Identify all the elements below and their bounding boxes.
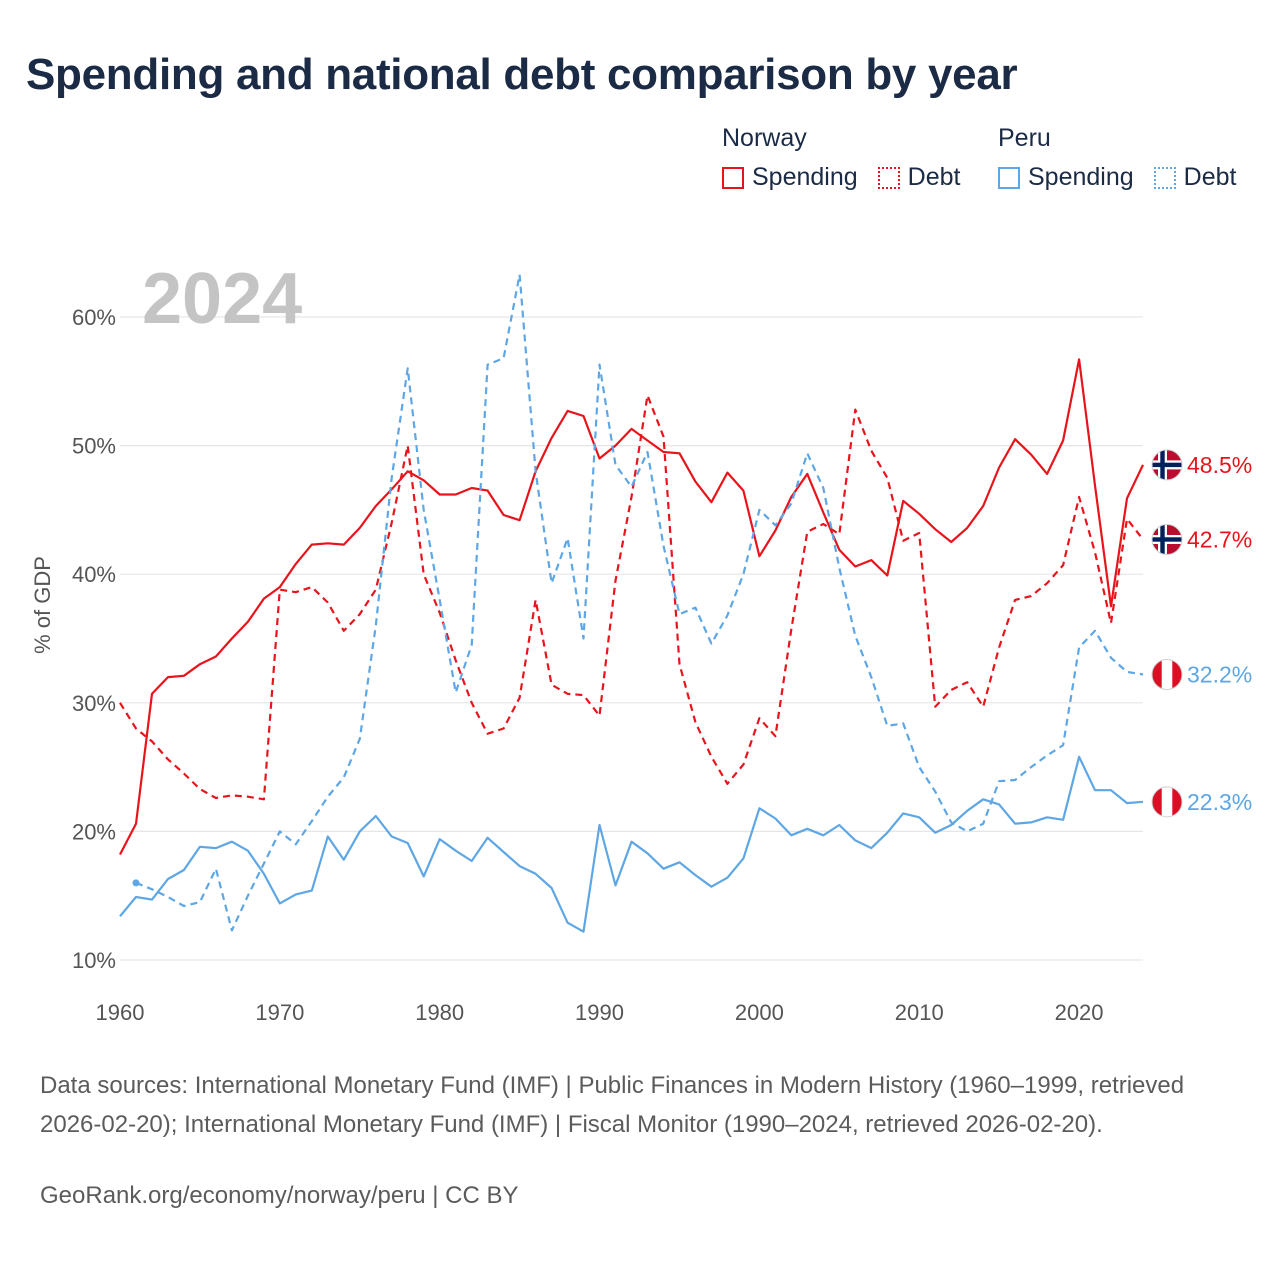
x-tick-label: 1980: [415, 1000, 464, 1025]
end-labels: 48.5% 42.7% 22.3% 32.2%: [1151, 449, 1252, 818]
legend-norway-spending[interactable]: Spending: [722, 163, 858, 192]
legend-country-peru: Peru: [998, 124, 1051, 152]
x-tick-label: 1970: [255, 1000, 304, 1025]
peru-flag-icon: [1151, 786, 1183, 818]
solid-line-swatch-icon: [722, 166, 744, 189]
peru-flag-icon: [1151, 659, 1183, 691]
data-sources: Data sources: International Monetary Fun…: [40, 1072, 1185, 1138]
dotted-line-swatch-icon: [877, 166, 900, 189]
x-tick-label: 1990: [575, 1000, 624, 1025]
x-tick-label: 2010: [895, 1000, 944, 1025]
legend-peru-debt-label: Debt: [1183, 163, 1237, 191]
series-start-point: [132, 879, 140, 887]
y-tick-label: 10%: [72, 948, 116, 973]
legend-peru-spending[interactable]: Spending: [998, 163, 1134, 192]
legend-country-norway: Norway: [722, 124, 807, 152]
legend-norway-debt[interactable]: Debt: [877, 163, 961, 192]
y-tick-label: 50%: [72, 434, 116, 459]
x-tick-label: 1960: [96, 1000, 145, 1025]
legend-norway-spending-label: Spending: [752, 163, 858, 191]
solid-line-swatch-icon: [998, 166, 1020, 189]
y-axis-title: % of GDP: [30, 556, 55, 654]
dotted-line-swatch-icon: [1153, 166, 1176, 189]
norway-flag-icon: [1151, 449, 1183, 481]
series: [119, 273, 1144, 933]
series-line-norway-debt[interactable]: [119, 394, 1144, 801]
y-tick-label: 30%: [72, 691, 116, 716]
y-tick-label: 60%: [72, 305, 116, 330]
line-chart: 2024 10% 20% 30% 40% 50% 60% 1960 1970 1980 1990 2…: [30, 259, 1252, 1025]
end-value-label: 32.2%: [1187, 662, 1252, 688]
legend-peru-debt[interactable]: Debt: [1153, 163, 1237, 192]
grid: [120, 316, 1143, 961]
legend-peru-spending-label: Spending: [1028, 163, 1134, 191]
end-value-label: 42.7%: [1187, 526, 1252, 552]
end-value-label: 48.5%: [1187, 452, 1252, 478]
end-value-label: 22.3%: [1187, 789, 1252, 815]
legend-norway-debt-label: Debt: [907, 163, 961, 191]
legend-peru: Peru Spending Debt: [998, 124, 1236, 192]
series-line-peru-debt[interactable]: [135, 273, 1144, 932]
series-line-norway-spending[interactable]: [119, 358, 1144, 856]
credit-link[interactable]: GeoRank.org/economy/norway/peru | CC BY: [40, 1182, 519, 1209]
year-watermark: 2024: [142, 259, 302, 339]
x-tick-label: 2020: [1055, 1000, 1104, 1025]
series-line-peru-spending[interactable]: [119, 755, 1144, 933]
axes: 10% 20% 30% 40% 50% 60% 1960 1970 1980 1990 2000 20…: [72, 305, 1104, 1025]
y-tick-label: 40%: [72, 562, 116, 587]
norway-flag-icon: [1151, 523, 1183, 555]
y-tick-label: 20%: [72, 819, 116, 844]
legend-norway: Norway Spending Debt: [722, 124, 960, 192]
page-title: Spending and national debt comparison by…: [26, 50, 1018, 99]
x-tick-label: 2000: [735, 1000, 784, 1025]
